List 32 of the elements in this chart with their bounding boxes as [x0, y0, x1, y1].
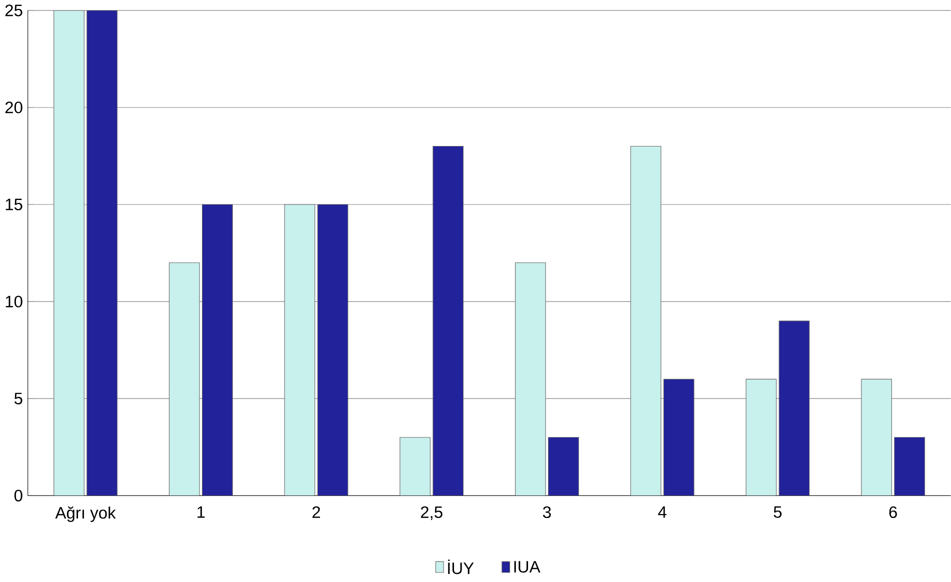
y-tick-label: 10	[6, 296, 22, 308]
y-tick-label: 20	[5, 102, 22, 114]
bar	[317, 204, 348, 496]
bar	[515, 262, 546, 496]
x-tick-label: 1	[198, 506, 205, 518]
x-tick-label: Ağrı yok	[55, 506, 116, 522]
bar	[746, 379, 777, 496]
bar	[202, 204, 233, 496]
bar	[432, 146, 464, 496]
x-tick-label: 2	[312, 506, 320, 518]
y-tick-label: 5	[14, 393, 22, 405]
bar	[894, 437, 925, 496]
bar	[778, 320, 810, 496]
bar	[86, 10, 118, 496]
bar	[400, 437, 430, 496]
bar	[168, 262, 200, 496]
bar	[663, 379, 694, 496]
bar	[54, 10, 84, 496]
x-tick-label: 4	[658, 506, 666, 518]
legend-label: IUA	[514, 561, 540, 573]
x-tick-label: 2,5	[420, 506, 442, 520]
x-tick-label: 5	[774, 506, 782, 518]
bar	[861, 379, 892, 496]
y-tick-label: 15	[6, 198, 22, 210]
bar	[284, 204, 316, 496]
y-tick-label: 25	[5, 4, 22, 16]
x-tick-label: 6	[889, 506, 897, 518]
x-tick-label: 3	[542, 506, 551, 518]
bar	[630, 146, 662, 496]
y-tick-label: 0	[14, 490, 22, 502]
legend-label: İUY	[448, 560, 474, 574]
bar	[548, 437, 579, 496]
